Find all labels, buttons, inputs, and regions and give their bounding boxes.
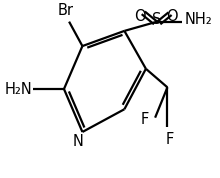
Text: NH₂: NH₂ (185, 12, 213, 27)
Text: S: S (152, 12, 162, 27)
Text: N: N (73, 134, 84, 149)
Text: H₂N: H₂N (4, 82, 32, 96)
Text: F: F (165, 132, 174, 147)
Text: O: O (166, 9, 177, 24)
Text: Br: Br (58, 3, 74, 18)
Text: O: O (134, 9, 146, 24)
Text: F: F (141, 112, 149, 127)
